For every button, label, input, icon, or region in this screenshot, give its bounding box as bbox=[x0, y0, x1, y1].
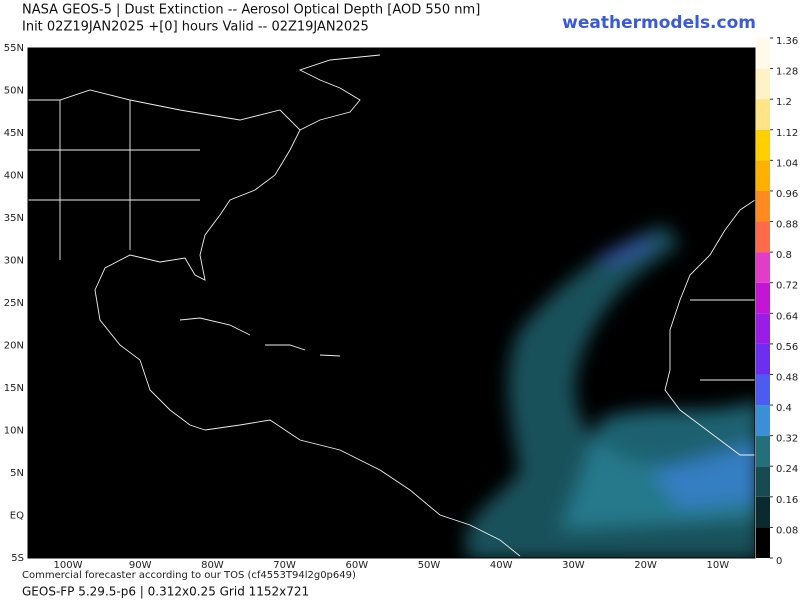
lon-label: 20W bbox=[634, 560, 657, 571]
colorbar-label: 1.28 bbox=[776, 67, 798, 78]
lon-label: 60W bbox=[345, 560, 368, 571]
colorbar-label: 1.36 bbox=[776, 36, 798, 47]
color-segment bbox=[756, 68, 770, 100]
lon-label: 10W bbox=[706, 560, 729, 571]
colorbar-label: 0.08 bbox=[776, 525, 798, 536]
map-frame bbox=[27, 47, 756, 559]
title: NASA GEOS-5 | Dust Extinction -- Aerosol… bbox=[22, 3, 480, 18]
color-segment bbox=[756, 190, 770, 222]
color-segment bbox=[756, 527, 770, 558]
colorbar-label: 0.72 bbox=[776, 281, 798, 292]
lat-label: 5N bbox=[10, 468, 24, 479]
lat-label: 25N bbox=[4, 298, 24, 309]
lat-label: 30N bbox=[4, 256, 24, 267]
color-segment bbox=[756, 99, 770, 130]
lon-label: 30W bbox=[562, 560, 585, 571]
lat-label: 10N bbox=[4, 426, 24, 437]
lat-label: 5S bbox=[11, 553, 24, 564]
colorbar-label: 1.2 bbox=[776, 97, 792, 108]
colorbar-label: 0.32 bbox=[776, 434, 798, 445]
lon-label: 100W bbox=[54, 560, 83, 571]
lon-label: 90W bbox=[129, 560, 152, 571]
coastlines bbox=[28, 54, 755, 557]
lon-label: 40W bbox=[490, 560, 513, 571]
lon-label: 50W bbox=[418, 560, 441, 571]
lat-label: 45N bbox=[4, 128, 24, 139]
lat-label: 20N bbox=[4, 341, 24, 352]
colorbar-label: 0 bbox=[776, 556, 782, 567]
color-segment bbox=[756, 252, 770, 283]
brand[interactable]: weathermodels.com bbox=[562, 13, 756, 33]
colorbar-label: 0.4 bbox=[776, 403, 792, 414]
dust-plume bbox=[465, 225, 755, 558]
colorbar-label: 0.48 bbox=[776, 372, 798, 383]
color-segment bbox=[756, 405, 770, 436]
color-segment bbox=[756, 282, 770, 314]
lat-label: 55N bbox=[4, 43, 24, 54]
lat-label: 40N bbox=[4, 171, 24, 182]
lat-label: 15N bbox=[4, 383, 24, 394]
color-segment bbox=[756, 374, 770, 406]
color-segment bbox=[756, 435, 770, 467]
lon-label: 80W bbox=[201, 560, 224, 571]
footer-grid: GEOS-FP 5.29.5-p6 | 0.312x0.25 Grid 1152… bbox=[22, 585, 309, 599]
colorbar-label: 0.16 bbox=[776, 495, 798, 506]
colorbar-label: 1.12 bbox=[776, 128, 798, 139]
footer-note: Commercial forecaster according to our T… bbox=[22, 570, 356, 581]
colorbar-label: 0.8 bbox=[776, 250, 792, 261]
colorbar-label: 0.64 bbox=[776, 311, 798, 322]
colorbar-label: 0.56 bbox=[776, 342, 798, 353]
color-segment bbox=[756, 38, 770, 69]
map bbox=[28, 48, 755, 558]
lat-label: EQ bbox=[10, 511, 24, 522]
colorbar-label: 1.04 bbox=[776, 158, 798, 169]
color-segment bbox=[756, 343, 770, 375]
color-segment bbox=[756, 221, 770, 253]
colorbar-label: 0.96 bbox=[776, 189, 798, 200]
lat-label: 50N bbox=[4, 86, 24, 97]
colorbar-label: 0.24 bbox=[776, 464, 798, 475]
colorbar-label: 0.88 bbox=[776, 220, 798, 231]
color-segment bbox=[756, 466, 770, 497]
color-segment bbox=[756, 496, 770, 528]
lat-label: 35N bbox=[4, 213, 24, 224]
color-segment bbox=[756, 129, 770, 161]
lon-label: 70W bbox=[273, 560, 296, 571]
color-segment bbox=[756, 160, 770, 191]
subtitle: Init 02Z19JAN2025 +[0] hours Valid -- 02… bbox=[22, 20, 369, 35]
color-segment bbox=[756, 313, 770, 344]
